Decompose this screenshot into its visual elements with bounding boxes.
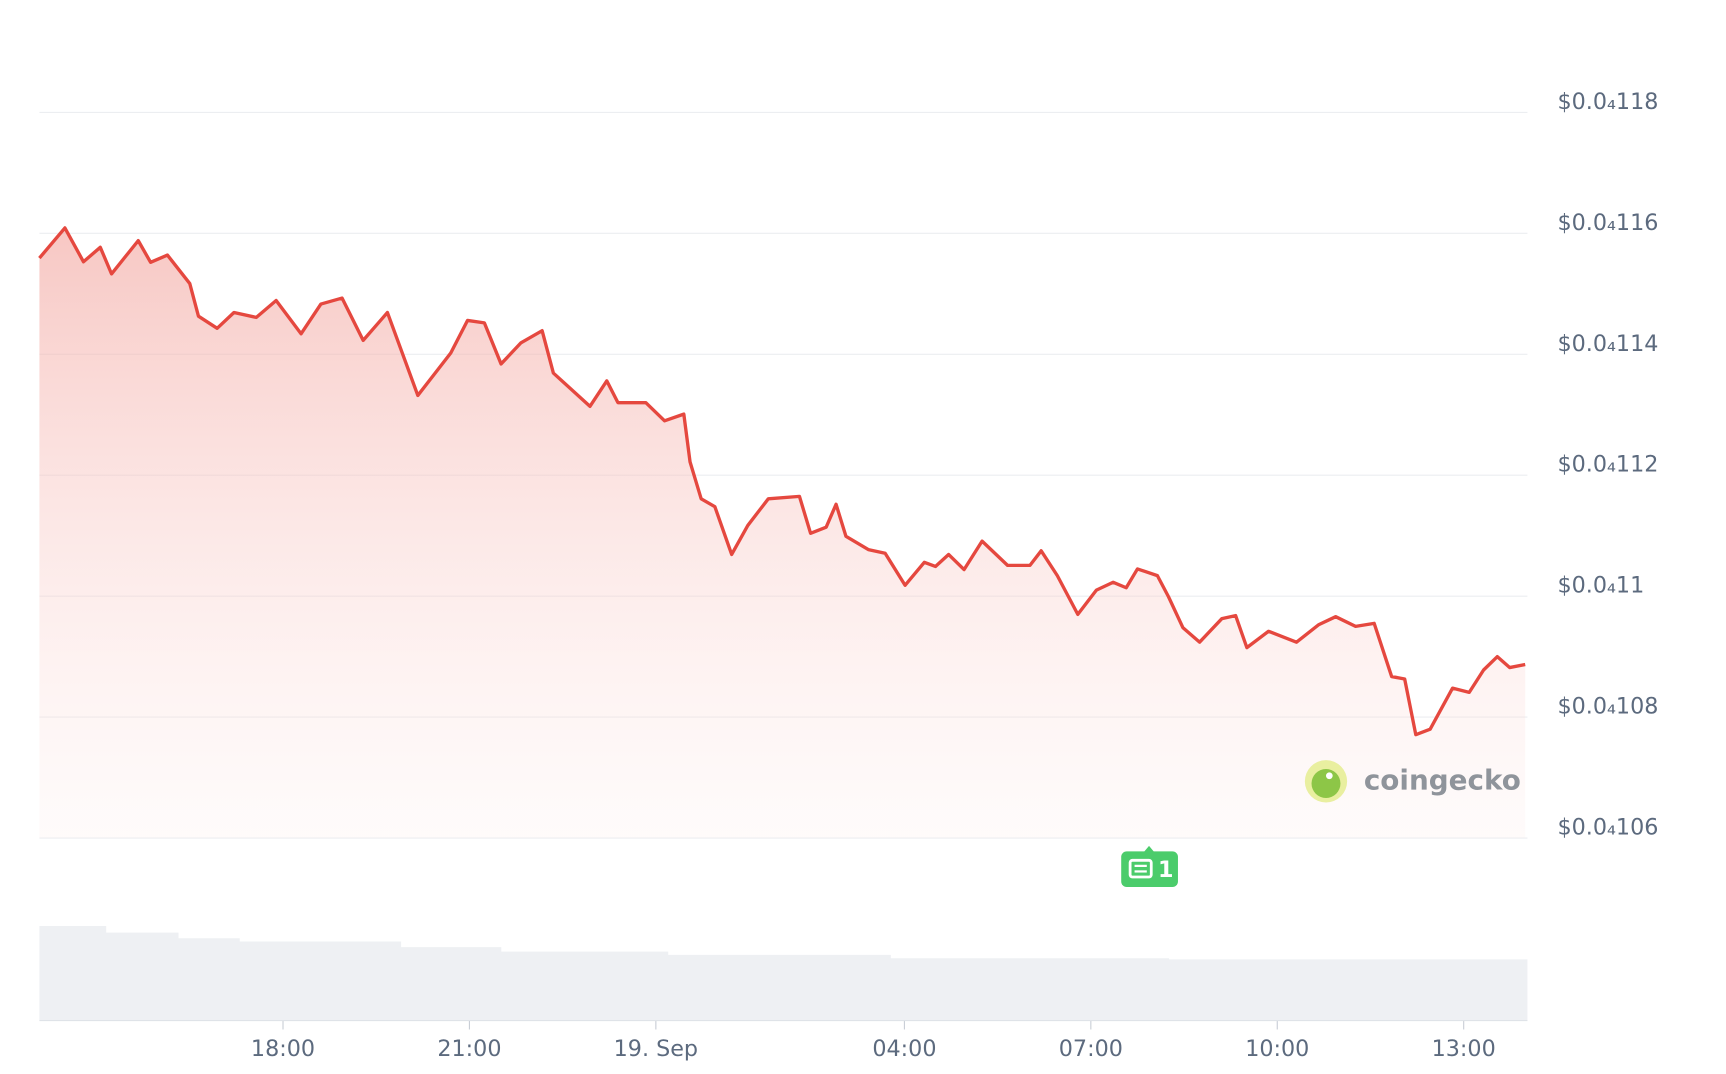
volume-bars xyxy=(39,925,1528,1021)
y-tick-label: $0.0₄108 xyxy=(1557,694,1658,720)
news-count[interactable]: 1 xyxy=(1158,857,1173,883)
y-tick-label: $0.0₄112 xyxy=(1557,452,1658,478)
watermark: coingecko xyxy=(1364,763,1521,796)
x-tick-label: 13:00 xyxy=(1432,1036,1496,1062)
y-tick-label: $0.0₄106 xyxy=(1557,815,1658,841)
y-tick-label: $0.0₄11 xyxy=(1557,573,1644,599)
x-tick-label: 19. Sep xyxy=(614,1036,698,1062)
price-line xyxy=(38,226,1526,737)
x-tick-label: 10:00 xyxy=(1245,1036,1309,1062)
x-axis: 18:00 21:00 19. Sep 04:00 07:00 10:00 13:00 xyxy=(39,1020,1528,1062)
x-tick-label: 04:00 xyxy=(872,1036,936,1062)
x-tick-label: 18:00 xyxy=(251,1036,315,1062)
x-tick-label: 21:00 xyxy=(437,1036,501,1062)
x-tick-label: 07:00 xyxy=(1059,1036,1123,1062)
y-tick-label: $0.0₄114 xyxy=(1557,331,1658,357)
watermark-logo xyxy=(1304,760,1348,803)
y-tick-label: $0.0₄116 xyxy=(1557,210,1658,236)
plot xyxy=(38,226,1526,839)
y-tick-label: $0.0₄118 xyxy=(1557,89,1658,115)
news-marker[interactable]: 1 xyxy=(1121,845,1178,888)
price-area xyxy=(39,227,1526,839)
